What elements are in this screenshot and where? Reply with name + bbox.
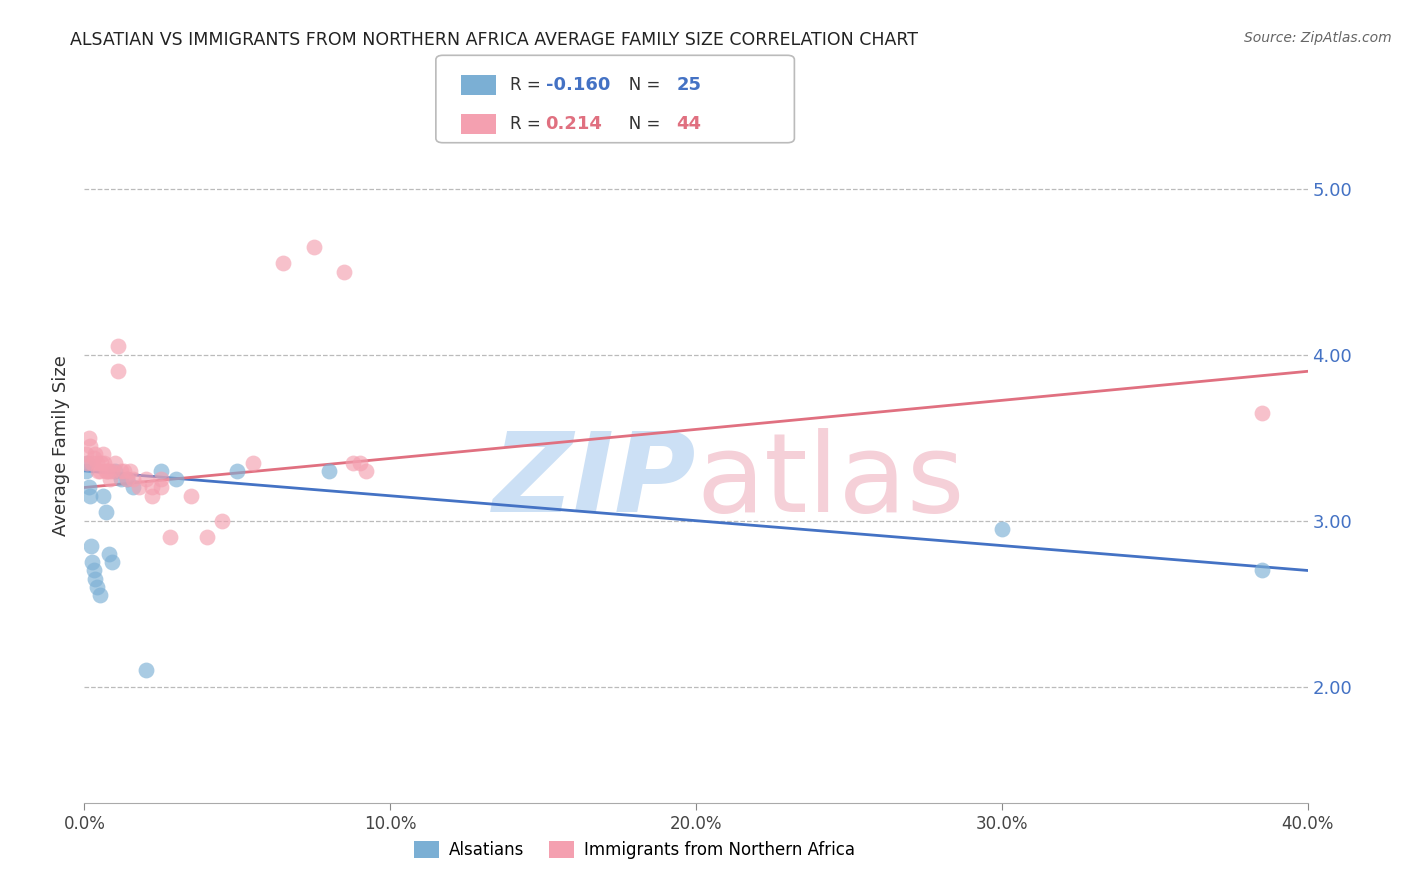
- Point: [149, 481, 172, 495]
- Text: R =: R =: [510, 115, 551, 133]
- Legend: Alsatians, Immigrants from Northern Africa: Alsatians, Immigrants from Northern Afri…: [408, 834, 862, 866]
- Text: -0.160: -0.160: [546, 76, 610, 94]
- Point: [115, 472, 138, 486]
- Point: [107, 364, 129, 378]
- Point: [104, 456, 127, 470]
- Point: [96, 464, 118, 478]
- Text: atlas: atlas: [696, 428, 965, 535]
- Point: [135, 472, 157, 486]
- Text: ZIP: ZIP: [492, 428, 696, 535]
- Point: [104, 464, 127, 478]
- Point: [107, 339, 129, 353]
- Point: [77, 431, 100, 445]
- Point: [79, 439, 101, 453]
- Point: [149, 464, 172, 478]
- Point: [75, 464, 97, 478]
- Y-axis label: Average Family Size: Average Family Size: [52, 356, 70, 536]
- Point: [122, 472, 145, 486]
- Point: [91, 447, 114, 461]
- Point: [76, 456, 98, 470]
- Point: [94, 464, 117, 478]
- Point: [86, 456, 108, 470]
- Point: [149, 472, 172, 486]
- Point: [135, 663, 157, 677]
- Point: [80, 555, 103, 569]
- Point: [128, 481, 150, 495]
- Text: 0.214: 0.214: [546, 115, 602, 133]
- Point: [83, 450, 105, 465]
- Text: 44: 44: [676, 115, 702, 133]
- Point: [159, 530, 181, 544]
- Point: [180, 489, 202, 503]
- Point: [115, 472, 138, 486]
- Point: [77, 481, 100, 495]
- Point: [97, 547, 120, 561]
- Point: [1250, 564, 1272, 578]
- Point: [211, 514, 233, 528]
- Point: [165, 472, 187, 486]
- Point: [84, 572, 107, 586]
- Text: N =: N =: [613, 115, 665, 133]
- Point: [101, 464, 124, 478]
- Point: [87, 464, 110, 478]
- Point: [86, 580, 108, 594]
- Point: [141, 489, 163, 503]
- Point: [101, 555, 124, 569]
- Point: [141, 481, 163, 495]
- Point: [84, 447, 107, 461]
- Point: [318, 464, 340, 478]
- Point: [991, 522, 1014, 536]
- Point: [79, 489, 101, 503]
- Point: [195, 530, 218, 544]
- Point: [354, 464, 377, 478]
- Point: [76, 456, 98, 470]
- Point: [89, 464, 111, 478]
- Point: [1250, 406, 1272, 420]
- Point: [271, 256, 294, 270]
- Text: R =: R =: [510, 76, 547, 94]
- Point: [112, 464, 135, 478]
- Text: Source: ZipAtlas.com: Source: ZipAtlas.com: [1244, 31, 1392, 45]
- Point: [83, 564, 105, 578]
- Point: [91, 489, 114, 503]
- Point: [110, 464, 132, 478]
- Point: [302, 240, 325, 254]
- Point: [75, 447, 97, 461]
- Point: [98, 472, 121, 486]
- Point: [89, 588, 111, 602]
- Point: [333, 265, 356, 279]
- Text: N =: N =: [613, 76, 665, 94]
- Point: [80, 456, 103, 470]
- Point: [110, 472, 132, 486]
- Point: [349, 456, 371, 470]
- Text: ALSATIAN VS IMMIGRANTS FROM NORTHERN AFRICA AVERAGE FAMILY SIZE CORRELATION CHAR: ALSATIAN VS IMMIGRANTS FROM NORTHERN AFR…: [70, 31, 918, 49]
- Text: 25: 25: [676, 76, 702, 94]
- Point: [122, 481, 145, 495]
- Point: [120, 464, 142, 478]
- Point: [90, 456, 112, 470]
- Point: [80, 539, 103, 553]
- Point: [97, 464, 120, 478]
- Point: [93, 456, 115, 470]
- Point: [226, 464, 249, 478]
- Point: [94, 505, 117, 519]
- Point: [342, 456, 364, 470]
- Point: [242, 456, 264, 470]
